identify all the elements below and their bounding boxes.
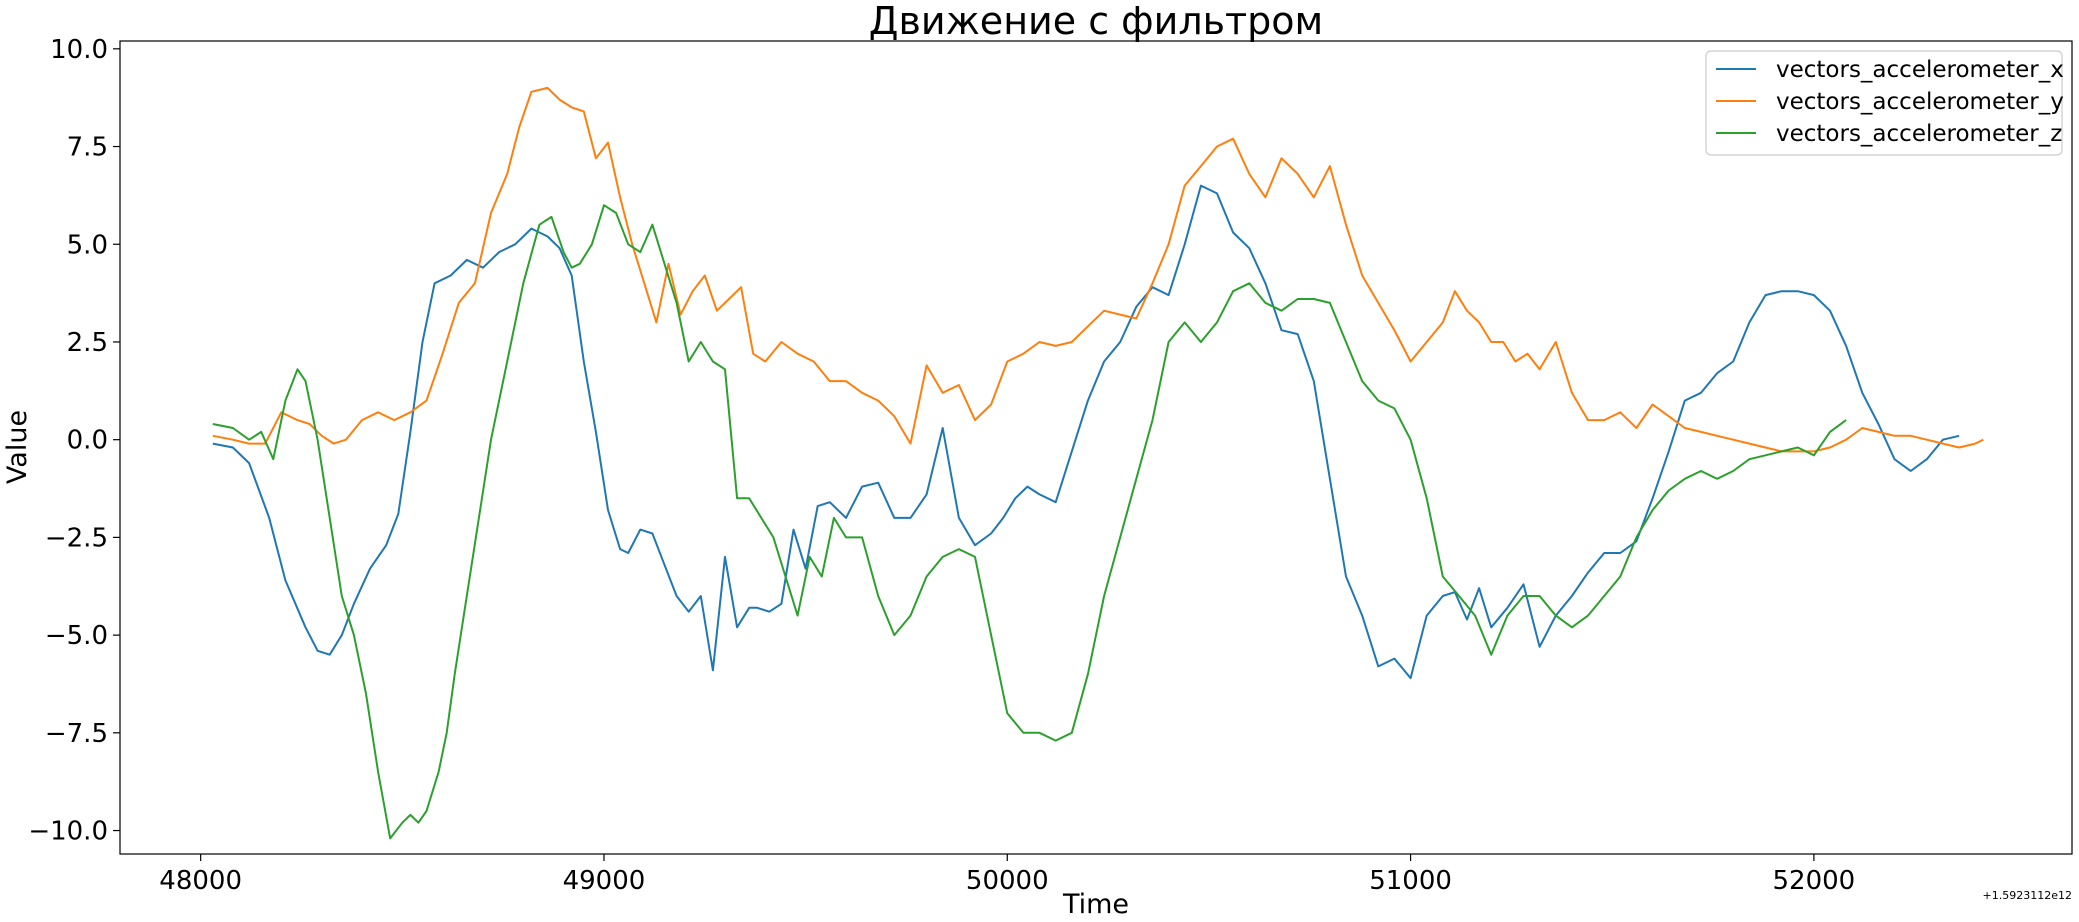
x-offset-text: +1.5923112e12	[1983, 889, 2072, 902]
legend-label-y: vectors_accelerometer_y	[1776, 89, 2064, 115]
x-tick-label: 50000	[966, 866, 1049, 896]
axes-frame	[119, 40, 2073, 855]
x-axis-label: Time	[1062, 889, 1129, 920]
y-tick-label: 10.0	[50, 35, 108, 65]
y-tick-label: 7.5	[67, 133, 108, 163]
y-tick-label: 2.5	[67, 328, 108, 358]
ticks-layer: 48000 49000 50000 51000 52000 10.0 7.5 5.0 2.5 0.…	[28, 35, 1855, 896]
legend: vectors_accelerometer_x vectors_accelero…	[1705, 50, 2064, 156]
x-tick-label: 49000	[563, 866, 646, 896]
x-tick-label: 51000	[1369, 866, 1452, 896]
series-layer	[212, 86, 1984, 840]
x-tick-label: 52000	[1773, 866, 1856, 896]
legend-label-x: vectors_accelerometer_x	[1776, 57, 2064, 83]
series-line-z	[212, 204, 1847, 840]
y-tick-label: −2.5	[45, 523, 108, 553]
y-tick-label: 5.0	[67, 230, 108, 260]
x-tick-label: 48000	[159, 866, 242, 896]
y-tick-label: −7.5	[45, 719, 108, 749]
series-line-y	[212, 86, 1984, 453]
legend-label-z: vectors_accelerometer_z	[1776, 121, 2062, 147]
chart-title: Движение с фильтром	[869, 0, 1323, 43]
plot-area	[120, 41, 2072, 854]
y-tick-label: 0.0	[67, 426, 108, 456]
y-axis-label: Value	[2, 410, 33, 484]
y-tick-label: −10.0	[28, 817, 108, 847]
y-tick-label: −5.0	[45, 621, 108, 651]
legend-box	[1705, 50, 2063, 156]
